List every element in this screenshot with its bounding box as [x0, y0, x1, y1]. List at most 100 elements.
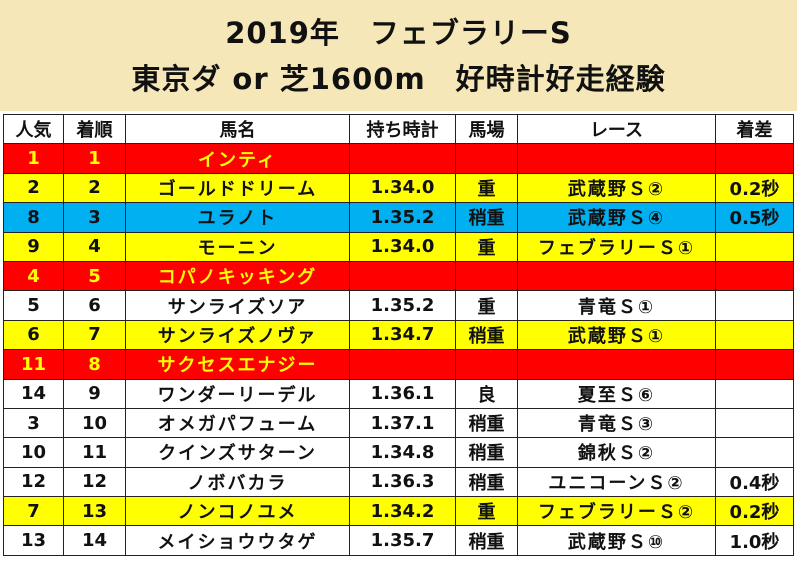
margin-cell [715, 407, 794, 439]
going-cell: 重 [455, 496, 518, 527]
race-cell: 武蔵野Ｓ⑩ [517, 525, 716, 556]
going-cell [455, 349, 518, 380]
finish-cell: 1 [63, 143, 126, 174]
race-cell: フェブラリーＳ② [517, 496, 716, 527]
table-row: 14 9 ワンダーリーデル 1.36.1 良夏至Ｓ⑥ [3, 378, 794, 409]
horse-name-cell: コパノキッキング [125, 260, 350, 292]
table-row: 12 12 ノボバカラ 1.36.3 稍重 ユニコーンＳ② 0.4秒 [3, 466, 794, 498]
horse-name-cell: メイショウウタゲ [125, 525, 350, 556]
margin-cell [715, 290, 794, 321]
popularity-cell: 8 [3, 202, 64, 233]
title-banner: 2019年 フェブラリーS 東京ダ or 芝1600m 好時計好走経験 [0, 0, 797, 111]
best-time-cell: 1.35.2 [349, 290, 456, 321]
race-cell: 青竜Ｓ① [517, 290, 716, 321]
best-time-cell: 1.34.0 [349, 172, 456, 204]
finish-cell: 9 [63, 378, 126, 409]
table-row: 3 10 オメガパフューム 1.37.1 稍重 青竜Ｓ③ [3, 407, 794, 439]
popularity-cell: 13 [3, 525, 64, 556]
finish-cell: 6 [63, 290, 126, 321]
margin-cell [715, 260, 794, 292]
margin-cell: 0.5秒 [715, 202, 794, 233]
going-cell: 稍重 [455, 202, 518, 233]
results-table: 人気 着順 馬名 持ち時計 馬場 レース 着差 1 1 インティ 2 2 ゴールドドリーム… [3, 113, 794, 556]
going-cell: 稍重 [455, 407, 518, 439]
popularity-cell: 7 [3, 496, 64, 527]
page-subtitle: 東京ダ or 芝1600m 好時計好走経験 [131, 62, 666, 96]
race-cell: 青竜Ｓ③ [517, 407, 716, 439]
popularity-cell: 14 [3, 378, 64, 409]
going-cell: 重 [455, 290, 518, 321]
popularity-cell: 11 [3, 349, 64, 380]
horse-name-cell: ノンコノユメ [125, 496, 350, 527]
popularity-cell: 10 [3, 437, 64, 468]
horse-name-cell: クインズサターン [125, 437, 350, 468]
race-cell: 夏至Ｓ⑥ [517, 378, 716, 409]
best-time-cell [349, 349, 456, 380]
table-row: 8 3 ユラノト 1.35.2 稍重 武蔵野Ｓ④ 0.5秒 [3, 202, 794, 233]
finish-cell: 13 [63, 496, 126, 527]
race-cell: ユニコーンＳ② [517, 466, 716, 498]
header-margin: 着差 [715, 113, 794, 145]
best-time-cell [349, 143, 456, 174]
popularity-cell: 1 [3, 143, 64, 174]
horse-name-cell: サンライズノヴァ [125, 319, 350, 351]
popularity-cell: 9 [3, 231, 64, 262]
finish-cell: 5 [63, 260, 126, 292]
table-row: 6 7 サンライズノヴァ 1.34.7 稍重 武蔵野Ｓ① [3, 319, 794, 351]
horse-name-cell: モーニン [125, 231, 350, 262]
table-row: 9 4 モーニン 1.34.0 重フェブラリーＳ① [3, 231, 794, 262]
margin-cell [715, 349, 794, 380]
table-row: 2 2 ゴールドドリーム 1.34.0 重武蔵野Ｓ② 0.2秒 [3, 172, 794, 204]
margin-cell: 1.0秒 [715, 525, 794, 556]
best-time-cell: 1.35.2 [349, 202, 456, 233]
going-cell: 重 [455, 172, 518, 204]
horse-name-cell: サンライズソア [125, 290, 350, 321]
margin-cell [715, 319, 794, 351]
header-going: 馬場 [455, 113, 518, 145]
horse-name-cell: インティ [125, 143, 350, 174]
finish-cell: 10 [63, 407, 126, 439]
margin-cell [715, 231, 794, 262]
horse-name-cell: オメガパフューム [125, 407, 350, 439]
margin-cell: 0.2秒 [715, 496, 794, 527]
best-time-cell: 1.36.3 [349, 466, 456, 498]
table-row: 1 1 インティ [3, 143, 794, 174]
race-cell [517, 349, 716, 380]
race-cell: 武蔵野Ｓ④ [517, 202, 716, 233]
race-cell: 武蔵野Ｓ② [517, 172, 716, 204]
popularity-cell: 2 [3, 172, 64, 204]
horse-name-cell: ノボバカラ [125, 466, 350, 498]
finish-cell: 11 [63, 437, 126, 468]
race-cell: 錦秋Ｓ② [517, 437, 716, 468]
finish-cell: 8 [63, 349, 126, 380]
going-cell [455, 260, 518, 292]
going-cell: 稍重 [455, 466, 518, 498]
going-cell: 稍重 [455, 525, 518, 556]
horse-name-cell: ワンダーリーデル [125, 378, 350, 409]
table-row: 7 13 ノンコノユメ 1.34.2 重フェブラリーＳ② 0.2秒 [3, 496, 794, 527]
horse-name-cell: ユラノト [125, 202, 350, 233]
best-time-cell: 1.34.0 [349, 231, 456, 262]
finish-cell: 4 [63, 231, 126, 262]
going-cell: 重 [455, 231, 518, 262]
race-cell [517, 143, 716, 174]
header-finish: 着順 [63, 113, 126, 145]
header-row: 人気 着順 馬名 持ち時計 馬場 レース 着差 [3, 113, 794, 145]
finish-cell: 12 [63, 466, 126, 498]
finish-cell: 3 [63, 202, 126, 233]
table-row: 5 6 サンライズソア 1.35.2 重青竜Ｓ① [3, 290, 794, 321]
going-cell [455, 143, 518, 174]
popularity-cell: 5 [3, 290, 64, 321]
margin-cell [715, 378, 794, 409]
horse-name-cell: ゴールドドリーム [125, 172, 350, 204]
best-time-cell: 1.35.7 [349, 525, 456, 556]
table-row: 11 8 サクセスエナジー [3, 349, 794, 380]
header-horse-name: 馬名 [125, 113, 350, 145]
best-time-cell: 1.34.8 [349, 437, 456, 468]
best-time-cell: 1.34.7 [349, 319, 456, 351]
header-race: レース [517, 113, 716, 145]
popularity-cell: 6 [3, 319, 64, 351]
margin-cell [715, 143, 794, 174]
best-time-cell: 1.36.1 [349, 378, 456, 409]
header-popularity: 人気 [3, 113, 64, 145]
